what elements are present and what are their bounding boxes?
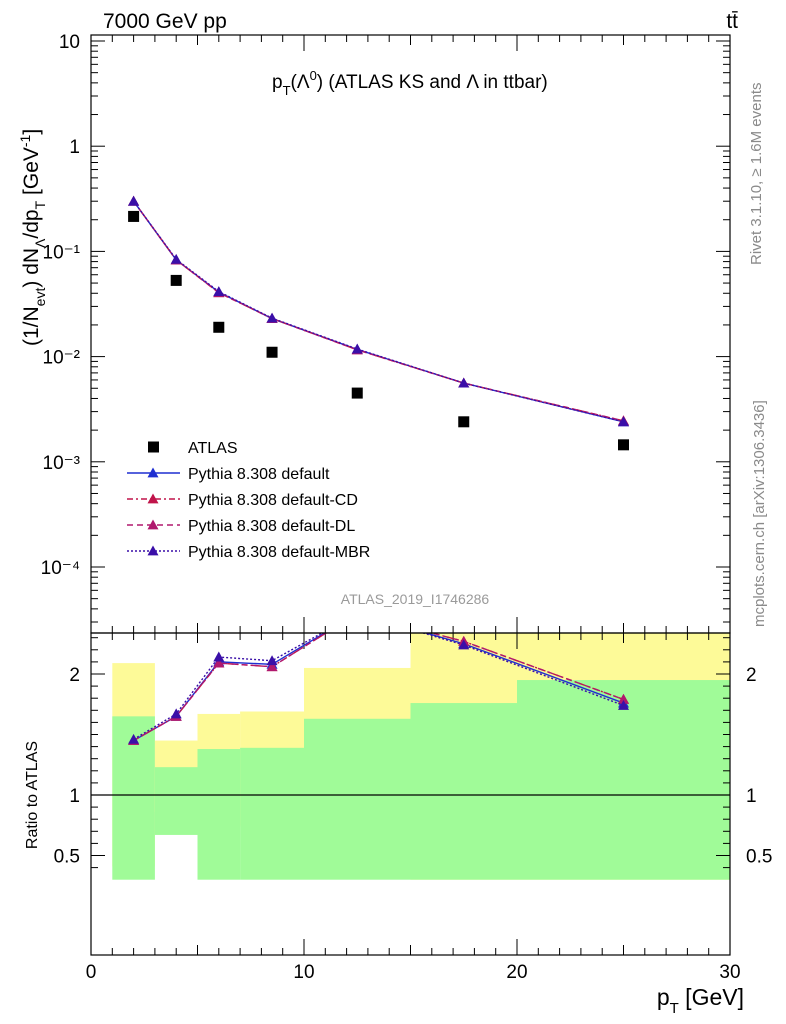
series-3	[128, 195, 629, 426]
analysis-id: ATLAS_2019_I1746286	[341, 591, 490, 607]
ratio-tick-label: 2	[69, 665, 80, 686]
ratio-marker	[170, 708, 182, 719]
ratio-marker	[618, 693, 629, 704]
ratio-tick-label: 0.5	[54, 847, 80, 868]
legend-marker	[147, 545, 159, 556]
legend-label: Pythia 8.308 default	[188, 466, 330, 483]
legend-marker	[147, 519, 159, 530]
ratio-marker	[213, 651, 225, 662]
ratio-tick-label-right: 1	[746, 786, 757, 807]
ratio-tick-label-right: 2	[746, 665, 757, 686]
series-line	[133, 200, 624, 422]
series-line	[133, 200, 624, 423]
series-line	[133, 200, 624, 423]
legend-item: ATLAS	[148, 440, 238, 457]
y-tick-label: 10⁻⁴	[41, 558, 80, 579]
ratio-y-ticks: 0.5 0.5 1 1 2 2	[54, 637, 772, 869]
legend: ATLAS Pythia 8.308 default Pythia 8.308 de…	[127, 440, 370, 561]
mcplots-label: mcplots.cern.ch [arXiv:1306.3436]	[751, 400, 768, 627]
series-marker	[170, 253, 182, 264]
atlas-point	[213, 321, 225, 333]
atlas-point	[458, 416, 470, 428]
atlas-point	[128, 210, 140, 222]
legend-item: Pythia 8.308 default-MBR	[127, 544, 370, 561]
ratio-marker	[266, 661, 278, 672]
ratio-marker	[618, 699, 629, 710]
band-inner	[410, 703, 517, 880]
ratio-marker	[266, 655, 278, 666]
series-marker	[128, 195, 140, 206]
ratio-marker	[128, 733, 140, 744]
ratio-series-3	[128, 633, 629, 744]
series-line	[133, 200, 624, 422]
atlas-point	[618, 439, 629, 451]
band-inner	[154, 767, 198, 835]
main-y-ticks: 10 1 10⁻¹ 10⁻² 10⁻³ 10⁻⁴	[41, 32, 730, 623]
ratio-series	[128, 633, 629, 745]
ratio-uncertainty-bands	[91, 633, 730, 880]
legend-label: ATLAS	[188, 440, 238, 457]
series-marker	[351, 343, 363, 354]
legend-label: Pythia 8.308 default-CD	[188, 492, 358, 509]
series-marker	[213, 286, 225, 296]
x-tick-label: 0	[86, 962, 97, 983]
rivet-label: Rivet 3.1.10, ≥ 1.6M events	[748, 83, 765, 266]
main-frame	[90, 34, 731, 634]
x-tick-label: 20	[506, 962, 527, 983]
atlas-point	[351, 387, 363, 399]
y-tick-label: 1	[69, 137, 80, 158]
process-label: tt̄	[726, 10, 738, 33]
legend-marker	[147, 493, 159, 504]
band-inner	[240, 747, 304, 880]
series-4	[128, 195, 629, 427]
y-tick-label: 10⁻³	[43, 453, 81, 474]
x-tick-label: 30	[719, 962, 740, 983]
y-tick-label: 10⁻²	[43, 348, 81, 369]
series-marker	[618, 416, 629, 427]
ratio-y-axis-label: Ratio to ATLAS	[24, 741, 41, 849]
series-0	[128, 210, 629, 451]
atlas-point	[266, 346, 278, 358]
legend-label: Pythia 8.308 default-DL	[188, 518, 355, 535]
legend-item: Pythia 8.308 default-DL	[127, 518, 355, 535]
series-1	[128, 195, 629, 427]
ratio-marker	[458, 639, 470, 650]
x-axis-label: pT [GeV]	[657, 984, 744, 1017]
ratio-tick-label-right: 0.5	[746, 847, 772, 868]
x-tick-label: 10	[293, 962, 314, 983]
series-2	[128, 195, 629, 426]
ratio-tick-label: 1	[69, 786, 80, 807]
series-marker	[266, 312, 278, 323]
band-inner	[304, 718, 411, 880]
main-series	[128, 195, 629, 451]
legend-label: Pythia 8.308 default-MBR	[188, 544, 370, 561]
band-inner	[517, 680, 730, 880]
ratio-marker	[213, 657, 225, 668]
panel-frames	[90, 34, 731, 956]
ratio-frame	[90, 632, 731, 956]
legend-item: Pythia 8.308 default	[127, 466, 330, 483]
band-inner	[197, 749, 241, 880]
energy-label: 7000 GeV pp	[103, 10, 227, 33]
series-marker	[458, 377, 470, 388]
main-y-axis-label: (1/Nevt) dNΛ/dpT [GeV-1]	[17, 129, 48, 346]
legend-item: Pythia 8.308 default-CD	[127, 492, 358, 509]
y-tick-label: 10⁻¹	[43, 242, 81, 263]
y-tick-label: 10	[59, 32, 80, 53]
atlas-point	[170, 274, 182, 286]
ratio-series-clipped	[128, 633, 629, 745]
legend-marker	[147, 467, 159, 478]
legend-marker	[148, 441, 159, 453]
plot-title: pT(Λ0) (ATLAS KS and Λ in ttbar)	[272, 68, 548, 98]
